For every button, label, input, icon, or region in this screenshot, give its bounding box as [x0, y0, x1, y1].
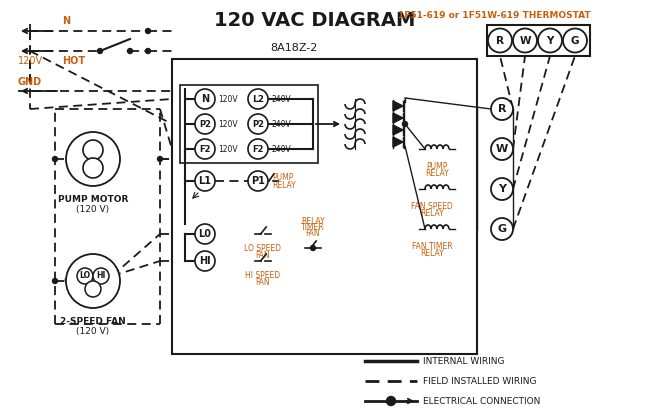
FancyBboxPatch shape [172, 59, 477, 354]
Text: HI SPEED: HI SPEED [245, 271, 281, 280]
Text: RELAY: RELAY [420, 209, 444, 218]
Circle shape [98, 49, 103, 54]
Text: Y: Y [498, 184, 506, 194]
Text: TIMER: TIMER [302, 223, 325, 232]
Circle shape [248, 139, 268, 159]
Text: PUMP MOTOR: PUMP MOTOR [58, 195, 128, 204]
Text: 120 VAC DIAGRAM: 120 VAC DIAGRAM [214, 11, 415, 30]
Circle shape [248, 114, 268, 134]
Polygon shape [393, 113, 403, 123]
Circle shape [195, 139, 215, 159]
Polygon shape [393, 137, 403, 147]
Circle shape [513, 28, 537, 52]
Text: N: N [62, 16, 70, 26]
Circle shape [491, 178, 513, 200]
Circle shape [66, 254, 120, 308]
Circle shape [52, 279, 58, 284]
Text: N: N [201, 94, 209, 104]
Text: FAN SPEED: FAN SPEED [411, 202, 453, 211]
Text: 120V: 120V [218, 145, 238, 153]
Text: HOT: HOT [62, 56, 85, 66]
Circle shape [563, 28, 587, 52]
Circle shape [248, 171, 268, 191]
Text: FIELD INSTALLED WIRING: FIELD INSTALLED WIRING [423, 377, 537, 385]
Polygon shape [393, 101, 403, 111]
FancyBboxPatch shape [180, 85, 318, 163]
Circle shape [538, 28, 562, 52]
Text: L1: L1 [198, 176, 212, 186]
Text: FAN TIMER: FAN TIMER [411, 242, 452, 251]
Text: 240V: 240V [271, 95, 291, 103]
Text: 240V: 240V [271, 119, 291, 129]
Circle shape [145, 28, 151, 34]
Text: 1F51-619 or 1F51W-619 THERMOSTAT: 1F51-619 or 1F51W-619 THERMOSTAT [399, 11, 591, 20]
Text: (120 V): (120 V) [76, 327, 110, 336]
Circle shape [85, 281, 101, 297]
Circle shape [195, 224, 215, 244]
Text: 120V: 120V [18, 56, 43, 66]
Text: F2: F2 [199, 145, 211, 153]
Text: W: W [496, 144, 508, 154]
Text: PUMP: PUMP [272, 173, 293, 181]
Text: HI: HI [199, 256, 211, 266]
Text: PUMP: PUMP [426, 162, 448, 171]
Text: RELAY: RELAY [301, 217, 325, 226]
Text: RELAY: RELAY [420, 249, 444, 258]
Text: FAN: FAN [306, 229, 320, 238]
Circle shape [66, 132, 120, 186]
Text: 120V: 120V [218, 119, 238, 129]
Text: L0: L0 [198, 229, 212, 239]
Circle shape [403, 122, 407, 127]
Text: FAN: FAN [256, 251, 270, 260]
Circle shape [77, 268, 93, 284]
Text: (120 V): (120 V) [76, 205, 110, 214]
Circle shape [310, 246, 316, 251]
Text: P2: P2 [252, 119, 264, 129]
Circle shape [195, 89, 215, 109]
Text: 8A18Z-2: 8A18Z-2 [270, 43, 318, 53]
Text: 120V: 120V [218, 95, 238, 103]
Circle shape [491, 218, 513, 240]
Circle shape [145, 49, 151, 54]
Circle shape [387, 396, 395, 406]
Circle shape [491, 138, 513, 160]
Text: LO SPEED: LO SPEED [245, 244, 281, 253]
Circle shape [93, 268, 109, 284]
Text: W: W [519, 36, 531, 46]
Text: P2: P2 [199, 119, 211, 129]
Text: R: R [498, 104, 507, 114]
Text: LO: LO [80, 272, 90, 280]
Text: ELECTRICAL CONNECTION: ELECTRICAL CONNECTION [423, 396, 541, 406]
Text: Y: Y [546, 36, 553, 46]
Polygon shape [393, 125, 403, 135]
Circle shape [83, 158, 103, 178]
Text: L2: L2 [252, 95, 264, 103]
Circle shape [491, 98, 513, 120]
Circle shape [157, 157, 163, 161]
Circle shape [195, 251, 215, 271]
Text: RELAY: RELAY [425, 169, 449, 178]
Circle shape [488, 28, 512, 52]
Text: 2-SPEED FAN: 2-SPEED FAN [60, 317, 126, 326]
Circle shape [127, 49, 133, 54]
Circle shape [248, 89, 268, 109]
Circle shape [195, 114, 215, 134]
Text: COM: COM [63, 277, 83, 285]
Circle shape [195, 171, 215, 191]
Text: INTERNAL WIRING: INTERNAL WIRING [423, 357, 505, 365]
Text: FAN: FAN [256, 278, 270, 287]
Text: F2: F2 [252, 145, 264, 153]
Text: G: G [571, 36, 580, 46]
Text: GND: GND [18, 77, 42, 87]
FancyBboxPatch shape [487, 25, 590, 56]
Circle shape [83, 140, 103, 160]
Text: RELAY: RELAY [272, 181, 295, 189]
Text: HI: HI [96, 272, 106, 280]
Text: 240V: 240V [271, 145, 291, 153]
Text: P1: P1 [251, 176, 265, 186]
Text: G: G [497, 224, 507, 234]
Text: R: R [496, 36, 504, 46]
Circle shape [52, 157, 58, 161]
